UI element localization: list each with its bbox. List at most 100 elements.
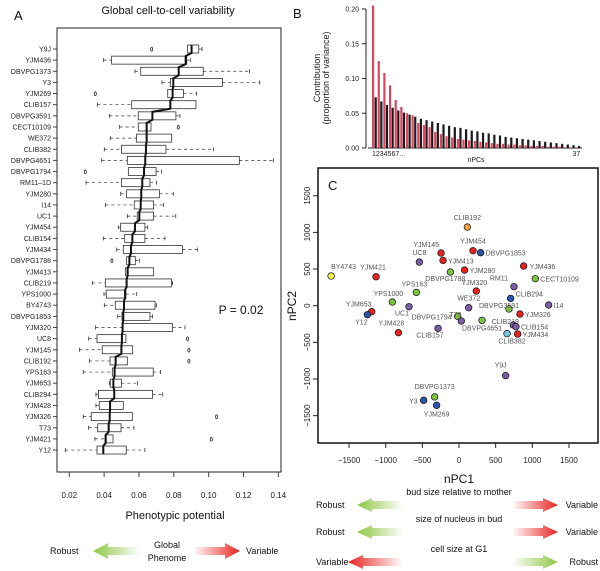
strain-label: Y3 — [42, 80, 51, 87]
strain-point — [516, 310, 524, 318]
strain-point — [463, 223, 472, 231]
strain-label: YJM145 — [25, 347, 51, 354]
x-tick-label: −1000 — [374, 456, 397, 465]
strain-label: CLIB157 — [24, 102, 51, 109]
phenotype-direction-legend: bud size relative to mother Robust Variabl… — [316, 487, 598, 569]
bar-red — [490, 143, 493, 148]
x-tick-label: 0.08 — [166, 491, 182, 500]
box — [169, 78, 223, 87]
strain-label: UC8 — [37, 336, 51, 343]
strain-point-label: YJM413 — [448, 258, 474, 265]
bar-red — [383, 72, 386, 148]
x-tick-label: 1500 — [560, 456, 578, 465]
strain-label: I14 — [41, 202, 51, 209]
scatter-area: −1500 −1000 −500 0 500 1000 1500 −1500 −1000 −500… — [303, 186, 579, 465]
box — [120, 178, 151, 188]
strain-point-label: DBVPG1853 — [486, 251, 526, 258]
bar-red — [558, 146, 561, 148]
x-tick-label: 1000 — [523, 456, 541, 465]
y-tick-label: 0.05 — [345, 111, 359, 118]
panel-a-letter: A — [14, 8, 23, 23]
strain-label: Y9J — [39, 47, 51, 54]
box — [109, 378, 122, 388]
strain-point — [505, 305, 513, 313]
strain-point-label: Y3 — [409, 398, 418, 405]
row-left-label: Variable — [316, 557, 348, 567]
strain-point-label: DBVPG4651 — [462, 325, 502, 332]
outlier: 0 — [186, 337, 190, 343]
bar-red — [575, 147, 578, 148]
bar-red — [468, 140, 471, 148]
y-tick-label: 0.20 — [345, 7, 359, 14]
phenome-label: Phenome — [148, 553, 187, 563]
strain-label: YJM269 — [25, 91, 51, 98]
bar-red — [496, 143, 499, 148]
bar-red — [501, 143, 505, 148]
strain-label: YJM326 — [25, 414, 51, 421]
p-value: P = 0.02 — [219, 303, 264, 317]
strain-point-label: DBVPG1794 — [412, 314, 452, 321]
bar-black — [402, 112, 406, 148]
robust-label: Robust — [50, 546, 79, 556]
strain-point — [544, 301, 553, 309]
bar-red — [411, 115, 414, 148]
strain-point-label: T73 — [449, 312, 461, 319]
y-tick-label: 0 — [303, 303, 312, 308]
outlier: 0 — [177, 125, 181, 131]
strain-label: UC1 — [37, 214, 51, 221]
strain-point — [363, 311, 372, 319]
strain-point — [439, 256, 447, 265]
row-title: cell size at G1 — [431, 544, 488, 554]
strain-point-label: YJM454 — [460, 239, 486, 246]
x-tick-label: 0.12 — [236, 491, 252, 500]
bar-black — [476, 131, 479, 148]
box — [114, 300, 156, 310]
bar-black — [561, 143, 564, 148]
bar-black — [459, 127, 462, 148]
box — [90, 412, 133, 422]
y-tick-label: 500 — [303, 262, 312, 276]
outlier: 0 — [84, 170, 88, 176]
y-tick-label: −1000 — [303, 367, 312, 390]
bar-black — [481, 132, 485, 148]
strain-point — [457, 317, 465, 325]
strain-point-label: DBVPG1788 — [425, 276, 465, 283]
bar-red — [456, 138, 459, 148]
strain-label: YJM421 — [25, 436, 51, 443]
bar-red — [524, 145, 527, 148]
strain-point-label: YJM269 — [424, 411, 450, 418]
strain-point — [405, 303, 413, 311]
box — [96, 334, 127, 344]
bar-red — [394, 100, 397, 148]
strain-point-label: Y12 — [355, 320, 368, 327]
strain-point — [465, 304, 473, 312]
bar-black — [578, 145, 581, 148]
bar-red — [377, 61, 380, 148]
bar-black — [498, 135, 502, 148]
strain-point — [415, 258, 423, 266]
x-tick-label: 0.04 — [96, 491, 112, 500]
bar-black — [527, 139, 530, 148]
strain-point-label: YJM434 — [523, 332, 549, 339]
y-tick-label: −500 — [303, 333, 312, 352]
variable-label: Variable — [246, 546, 278, 556]
strain-label: CLIB294 — [24, 392, 51, 399]
bar-black — [436, 122, 439, 148]
outlier: 0 — [187, 348, 191, 354]
bar-black — [504, 136, 507, 148]
x-tick-label: 0 — [457, 456, 462, 465]
strain-label: CLIB192 — [24, 358, 51, 365]
strain-label: YJM428 — [25, 403, 51, 410]
bar-black — [408, 114, 411, 148]
panel-a-title: Global cell-to-cell variability — [101, 5, 235, 17]
strain-point-label: YJM280 — [470, 268, 496, 275]
bar-black — [442, 124, 445, 148]
box — [96, 445, 127, 455]
row-left-label: Robust — [316, 527, 345, 537]
x-tick-label: 0.10 — [201, 491, 217, 500]
bar-black — [493, 134, 496, 148]
strain-point-label: I14 — [554, 303, 564, 310]
y-tick-label: 0.15 — [345, 41, 359, 48]
y-tick-label: 1000 — [303, 223, 312, 241]
outlier: 0 — [110, 259, 114, 265]
